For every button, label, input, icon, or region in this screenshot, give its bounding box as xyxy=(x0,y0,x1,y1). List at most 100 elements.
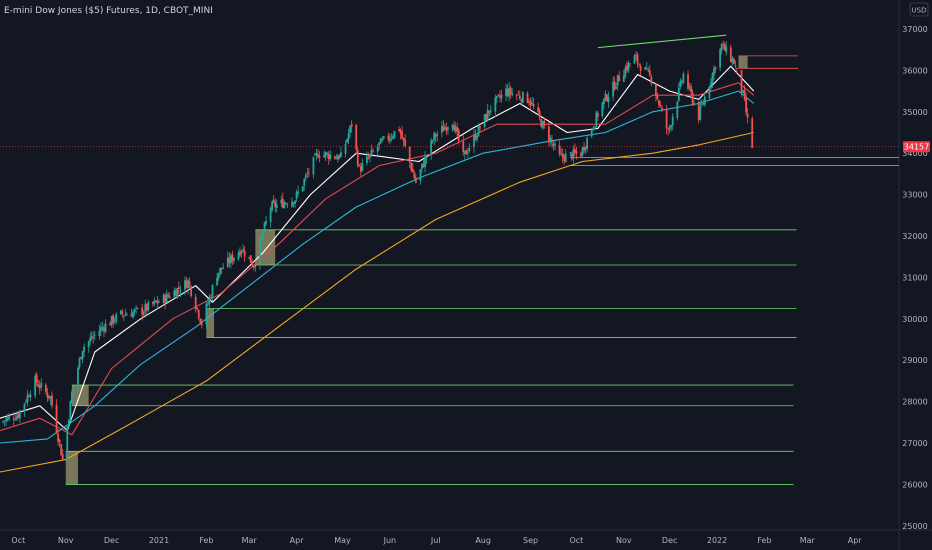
candle-body xyxy=(713,68,715,75)
candle-body xyxy=(710,82,712,86)
candle-body xyxy=(607,97,610,103)
candle-body xyxy=(190,286,193,297)
candle-body xyxy=(70,392,73,403)
candle-body xyxy=(655,84,657,96)
candle-body xyxy=(347,133,350,140)
candle-body xyxy=(661,107,663,110)
candle-body xyxy=(187,280,189,289)
candle-body xyxy=(720,44,723,51)
candle-body xyxy=(414,177,417,183)
candle-body xyxy=(119,310,122,314)
candle-body xyxy=(122,315,125,317)
candle-body xyxy=(387,135,390,140)
last-price-badge: 34157 xyxy=(903,141,930,153)
x-tick-label: Feb xyxy=(757,536,771,545)
y-tick-label: 37000 xyxy=(902,25,927,34)
candle-body xyxy=(367,157,370,159)
candle-body xyxy=(254,264,257,268)
candle-body xyxy=(552,143,555,146)
candle-body xyxy=(636,54,639,64)
candle-body xyxy=(509,87,512,94)
candle-body xyxy=(151,302,154,305)
x-tick-label: Dec xyxy=(104,536,119,545)
candle-body xyxy=(494,97,497,112)
candle-body xyxy=(46,392,49,398)
candle-body xyxy=(297,191,300,194)
candle-body xyxy=(456,127,459,131)
candle-body xyxy=(543,120,546,126)
candle-body xyxy=(243,250,246,257)
candle-body xyxy=(301,186,304,192)
candle-body xyxy=(329,154,332,160)
candle-body xyxy=(734,65,737,67)
candle-body xyxy=(505,88,507,97)
candle-body xyxy=(156,300,159,304)
candle-body xyxy=(564,153,567,163)
candle-body xyxy=(382,136,385,139)
candle-body xyxy=(479,127,481,129)
candle-body xyxy=(361,163,364,171)
candle-body xyxy=(312,157,315,175)
candle-body xyxy=(100,327,102,332)
moving-averages xyxy=(0,65,755,473)
candle-body xyxy=(130,313,133,317)
chart-title: E-mini Dow Jones ($5) Futures, 1D, CBOT_… xyxy=(4,6,213,16)
zone-box xyxy=(65,451,78,485)
candle-body xyxy=(80,357,82,359)
candle-body xyxy=(90,336,93,339)
x-tick-label: Jun xyxy=(383,536,397,545)
candle-body xyxy=(211,285,214,297)
candle-body xyxy=(540,118,543,128)
candle-body xyxy=(488,110,491,113)
candle-body xyxy=(547,126,550,142)
price-axis[interactable]: 25000 26000 27000 28000 29000 30000 31000 32000… xyxy=(902,25,927,531)
candle-body xyxy=(390,137,393,139)
candle-body xyxy=(3,420,6,422)
candle-body xyxy=(436,134,439,136)
candle-body xyxy=(280,199,283,204)
candle-body xyxy=(402,137,405,141)
candle-body xyxy=(679,80,682,88)
candle-body xyxy=(132,311,134,318)
moving-average-line xyxy=(0,82,755,436)
zone-box xyxy=(71,385,89,406)
candle-body xyxy=(323,154,326,158)
candle-body xyxy=(656,95,659,100)
candle-body xyxy=(55,404,58,433)
horizontal-levels xyxy=(65,55,899,485)
candle-body xyxy=(668,126,671,130)
candle-body xyxy=(563,156,566,161)
candle-body xyxy=(625,66,628,71)
candle-body xyxy=(558,145,561,155)
candle-body xyxy=(101,327,104,328)
x-tick-label: Oct xyxy=(569,536,583,545)
candle-body xyxy=(518,95,521,99)
candle-body xyxy=(219,267,222,274)
candle-body xyxy=(506,89,509,96)
candle-body xyxy=(121,311,124,315)
candle-body xyxy=(133,309,136,312)
currency-button[interactable]: USD xyxy=(909,2,929,17)
candle-body xyxy=(109,323,111,326)
candle-body xyxy=(49,396,52,399)
y-tick-label: 28000 xyxy=(902,398,927,407)
candle-body xyxy=(677,87,680,101)
candle-body xyxy=(291,201,293,207)
candle-body xyxy=(499,95,501,98)
candle-body xyxy=(622,75,625,82)
candle-body xyxy=(592,128,595,130)
x-tick-label: Feb xyxy=(199,536,213,545)
y-tick-label: 36000 xyxy=(902,66,927,75)
candle-body xyxy=(671,116,674,126)
candle-body xyxy=(35,374,38,384)
candle-body xyxy=(18,410,21,419)
time-axis[interactable]: Oct Nov Dec 2021 Feb Mar Apr May Jun Jul Aug Sep Oct… xyxy=(11,536,862,545)
candle-body xyxy=(603,98,605,104)
x-tick-label: Aug xyxy=(475,536,491,545)
candle-body xyxy=(485,113,488,120)
candle-body xyxy=(370,149,373,155)
candle-body xyxy=(304,175,307,178)
candle-body xyxy=(477,125,480,137)
candle-body xyxy=(462,141,465,153)
